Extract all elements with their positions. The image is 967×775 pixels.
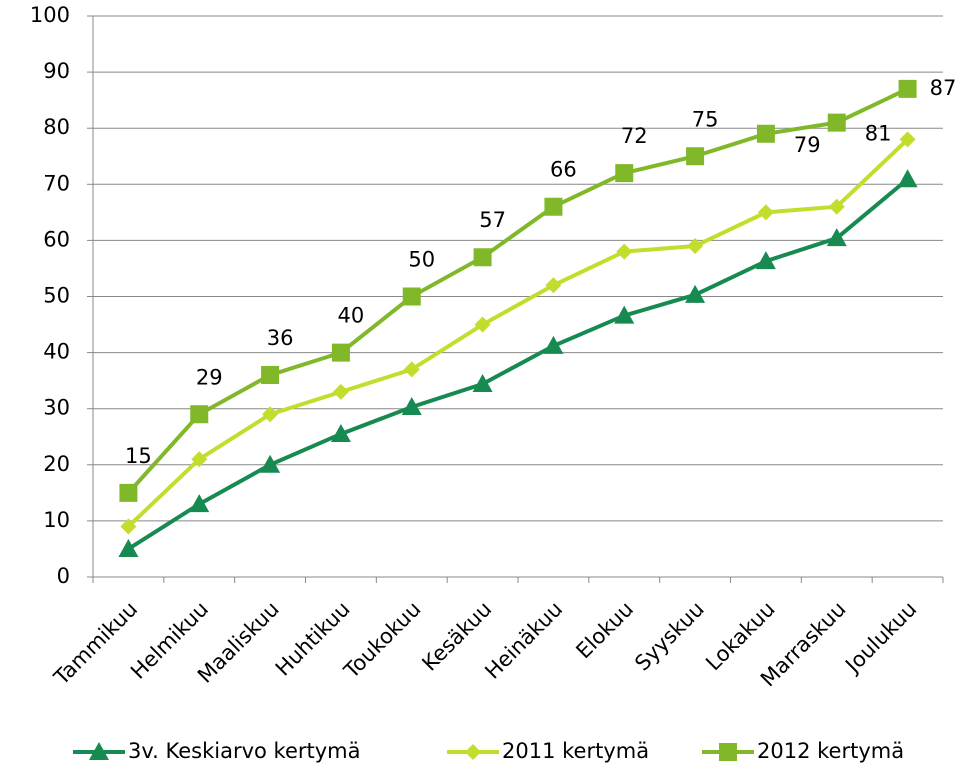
data-point — [401, 397, 422, 416]
x-tick-label: Elokuu — [571, 597, 638, 664]
data-label: 40 — [338, 304, 365, 328]
data-point — [826, 228, 847, 247]
data-point — [615, 164, 634, 183]
data-point — [331, 343, 350, 362]
data-label: 29 — [196, 365, 223, 389]
data-point — [898, 79, 917, 98]
data-point — [474, 316, 491, 333]
y-tick-label: 30 — [43, 396, 70, 420]
y-tick-label: 70 — [43, 171, 70, 195]
series-line — [127, 137, 909, 528]
data-point — [118, 538, 139, 557]
legend-label: 2012 kertymä — [757, 739, 904, 763]
data-label: 57 — [479, 208, 506, 232]
data-point — [614, 305, 635, 324]
x-tick-label: Tammikuu — [49, 597, 142, 690]
data-point — [755, 251, 776, 270]
y-tick-label: 10 — [43, 508, 70, 532]
data-point — [687, 238, 704, 255]
data-label: 75 — [692, 107, 719, 131]
data-point — [261, 366, 280, 385]
data-point — [897, 169, 918, 188]
data-point — [756, 124, 775, 143]
data-point — [330, 423, 351, 442]
data-point — [616, 243, 633, 260]
y-tick-label: 40 — [43, 340, 70, 364]
x-tick-label: Toukokuu — [339, 597, 426, 684]
data-point — [403, 361, 420, 378]
data-point — [190, 405, 209, 424]
data-point — [473, 248, 492, 267]
data-point — [828, 198, 845, 215]
data-point — [685, 284, 706, 303]
data-label: 72 — [621, 124, 648, 148]
legend-label: 2011 kertymä — [502, 739, 649, 763]
y-tick-label: 100 — [30, 3, 70, 27]
data-point — [119, 483, 138, 502]
x-tick-label: Heinäkuu — [480, 597, 567, 684]
data-point — [757, 204, 774, 221]
data-point — [120, 518, 137, 535]
legend-label: 3v. Keskiarvo kertymä — [128, 739, 361, 763]
data-point — [472, 374, 493, 393]
data-point — [260, 454, 281, 473]
data-label: 15 — [125, 444, 152, 468]
y-tick-label: 80 — [43, 115, 70, 139]
data-point — [402, 287, 421, 306]
data-point — [899, 131, 916, 148]
data-point — [189, 494, 210, 513]
legend-marker — [89, 742, 109, 760]
data-point — [544, 197, 563, 216]
y-tick-label: 0 — [57, 564, 70, 588]
y-tick-label: 20 — [43, 452, 70, 476]
x-tick-label: Joulukuu — [840, 597, 922, 679]
data-label: 81 — [865, 122, 892, 146]
legend-marker — [719, 743, 737, 761]
y-tick-label: 50 — [43, 284, 70, 308]
series-line — [127, 177, 909, 551]
x-tick-label: Syyskuu — [630, 597, 709, 676]
data-label: 87 — [930, 76, 957, 100]
series-line — [126, 87, 909, 495]
y-tick-label: 60 — [43, 227, 70, 251]
legend-marker — [465, 744, 481, 760]
data-label: 36 — [267, 326, 294, 350]
data-point — [686, 147, 705, 166]
data-point — [543, 335, 564, 354]
data-point — [191, 451, 208, 468]
data-point — [827, 113, 846, 132]
data-label: 66 — [550, 158, 577, 182]
data-point — [262, 406, 279, 423]
data-label: 50 — [408, 248, 435, 272]
data-point — [545, 277, 562, 294]
data-point — [332, 383, 349, 400]
data-label: 79 — [794, 133, 821, 157]
y-tick-label: 90 — [43, 59, 70, 83]
